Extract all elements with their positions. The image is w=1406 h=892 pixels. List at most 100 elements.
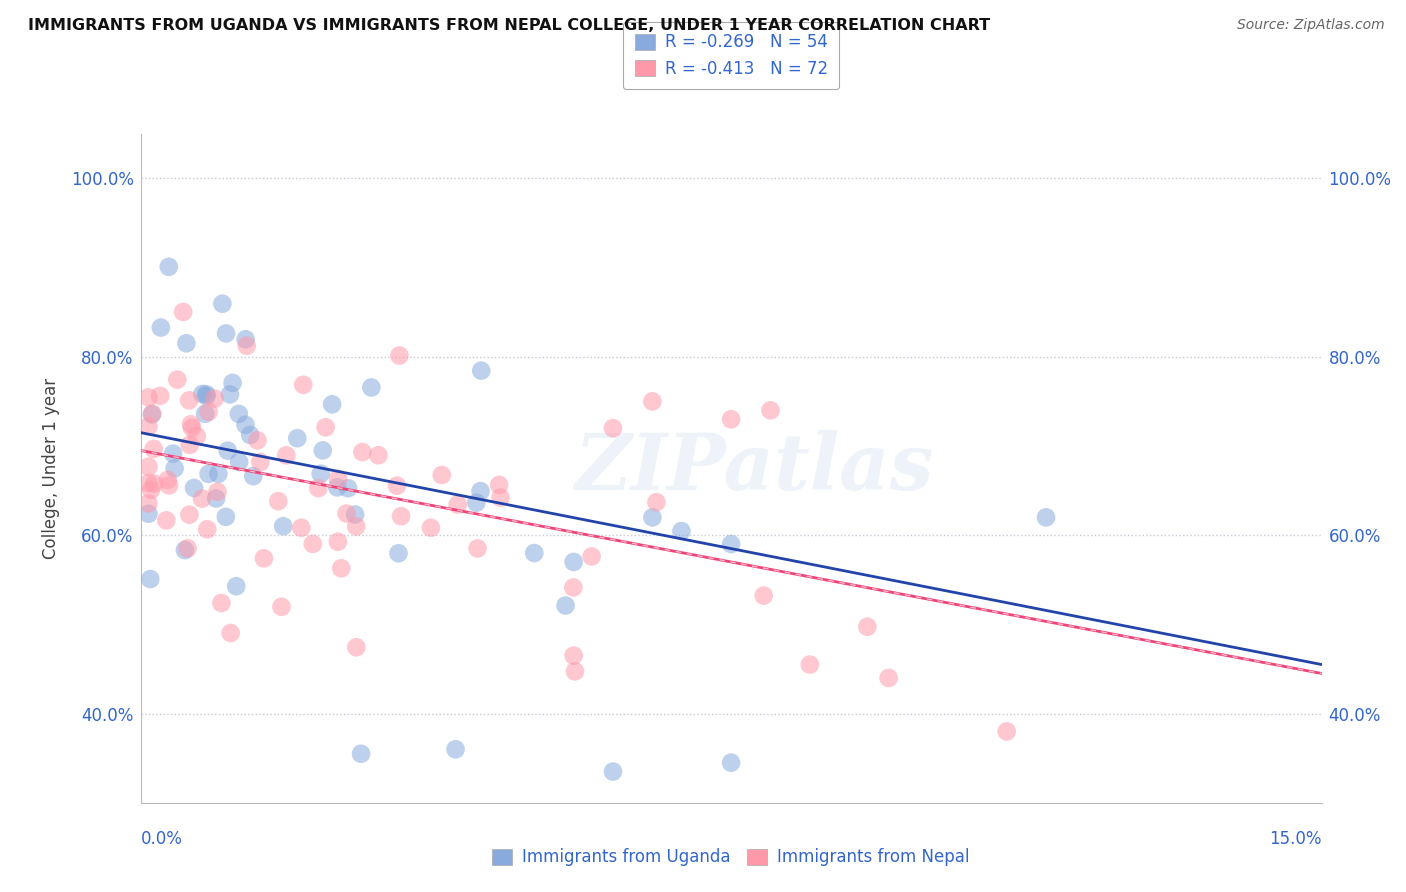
Point bbox=[194, 407, 217, 421]
Point bbox=[330, 561, 353, 575]
Point bbox=[235, 417, 257, 432]
Point bbox=[562, 581, 585, 595]
Point bbox=[246, 434, 269, 448]
Point bbox=[207, 467, 229, 481]
Point bbox=[139, 572, 162, 586]
Point bbox=[285, 431, 308, 445]
Point bbox=[157, 478, 180, 492]
Point bbox=[385, 478, 408, 492]
Point bbox=[344, 508, 367, 522]
Point bbox=[326, 480, 349, 494]
Point bbox=[444, 742, 467, 756]
Text: Source: ZipAtlas.com: Source: ZipAtlas.com bbox=[1237, 18, 1385, 32]
Point bbox=[228, 455, 250, 469]
Point bbox=[562, 648, 585, 663]
Text: ZIPatlas: ZIPatlas bbox=[575, 430, 935, 507]
Point bbox=[179, 438, 201, 452]
Point bbox=[225, 579, 247, 593]
Point bbox=[645, 495, 668, 509]
Point bbox=[388, 349, 411, 363]
Point bbox=[720, 412, 742, 426]
Text: IMMIGRANTS FROM UGANDA VS IMMIGRANTS FROM NEPAL COLLEGE, UNDER 1 YEAR CORRELATIO: IMMIGRANTS FROM UGANDA VS IMMIGRANTS FRO… bbox=[28, 18, 990, 33]
Point bbox=[321, 397, 343, 411]
Point bbox=[430, 468, 453, 483]
Point bbox=[344, 519, 367, 533]
Point bbox=[195, 522, 218, 536]
Legend: Immigrants from Uganda, Immigrants from Nepal: Immigrants from Uganda, Immigrants from … bbox=[484, 840, 979, 875]
Point bbox=[228, 407, 250, 421]
Point bbox=[856, 620, 879, 634]
Point bbox=[138, 476, 160, 491]
Point bbox=[292, 377, 315, 392]
Point bbox=[176, 541, 198, 556]
Point bbox=[270, 599, 292, 614]
Point bbox=[470, 364, 492, 378]
Point bbox=[215, 326, 238, 341]
Text: 0.0%: 0.0% bbox=[141, 830, 183, 847]
Point bbox=[141, 408, 163, 422]
Point bbox=[326, 534, 349, 549]
Point bbox=[470, 484, 492, 499]
Point bbox=[166, 373, 188, 387]
Point bbox=[195, 389, 218, 403]
Point bbox=[752, 589, 775, 603]
Point bbox=[235, 332, 257, 346]
Point bbox=[149, 389, 172, 403]
Point bbox=[564, 665, 586, 679]
Point bbox=[191, 491, 214, 506]
Point bbox=[142, 442, 165, 456]
Point bbox=[249, 455, 271, 469]
Point bbox=[720, 756, 742, 770]
Point bbox=[335, 507, 357, 521]
Point bbox=[1035, 510, 1057, 524]
Point bbox=[581, 549, 603, 564]
Point bbox=[239, 428, 262, 442]
Point bbox=[301, 537, 323, 551]
Point bbox=[602, 421, 624, 435]
Point bbox=[157, 260, 180, 274]
Point bbox=[350, 747, 373, 761]
Point bbox=[554, 599, 576, 613]
Point bbox=[326, 472, 349, 486]
Point bbox=[489, 491, 512, 505]
Point bbox=[267, 494, 290, 508]
Point bbox=[276, 448, 298, 462]
Point bbox=[309, 467, 332, 481]
Point bbox=[360, 380, 382, 394]
Point bbox=[271, 519, 294, 533]
Point bbox=[337, 481, 360, 495]
Point bbox=[197, 405, 219, 419]
Point bbox=[219, 387, 242, 401]
Point bbox=[172, 305, 194, 319]
Point bbox=[139, 483, 162, 497]
Point bbox=[242, 469, 264, 483]
Point bbox=[419, 521, 441, 535]
Point bbox=[671, 524, 693, 538]
Point bbox=[235, 339, 257, 353]
Point bbox=[211, 296, 233, 310]
Point bbox=[205, 491, 228, 506]
Point bbox=[209, 596, 232, 610]
Point bbox=[219, 626, 242, 640]
Point bbox=[389, 509, 412, 524]
Point bbox=[186, 429, 208, 443]
Point bbox=[204, 392, 226, 406]
Text: 15.0%: 15.0% bbox=[1270, 830, 1322, 847]
Point bbox=[138, 496, 160, 510]
Point bbox=[149, 320, 172, 334]
Point bbox=[307, 481, 329, 495]
Point bbox=[163, 461, 186, 475]
Point bbox=[759, 403, 782, 417]
Point bbox=[155, 513, 177, 527]
Point bbox=[180, 421, 202, 435]
Point bbox=[447, 498, 470, 512]
Point bbox=[290, 521, 312, 535]
Point bbox=[315, 420, 337, 434]
Point bbox=[217, 443, 239, 458]
Point bbox=[207, 484, 229, 499]
Point bbox=[138, 507, 160, 521]
Point bbox=[367, 448, 389, 462]
Point bbox=[215, 509, 238, 524]
Point bbox=[562, 555, 585, 569]
Point bbox=[799, 657, 821, 672]
